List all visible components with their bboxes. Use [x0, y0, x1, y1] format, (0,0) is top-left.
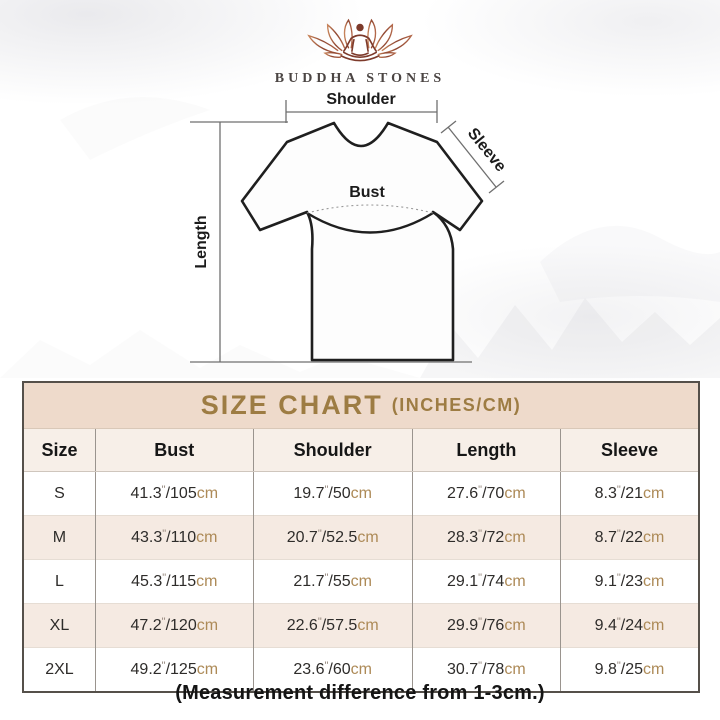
table-body: S 41.3"/105cm 19.7"/50cm 27.6"/70cm 8.3"/21c… — [24, 471, 698, 691]
length-measurement-cell: 30.7"/78cm — [411, 647, 561, 691]
table-row: S 41.3"/105cm 19.7"/50cm 27.6"/70cm 8.3"/21c… — [24, 471, 698, 516]
size-table: Size Bust Shoulder Length Sleeve S 41.3"/105c… — [24, 429, 698, 691]
shirt-measurement-diagram: Shoulder Bust Length Sleeve — [180, 88, 520, 380]
tshirt-outline — [240, 121, 484, 362]
column-header-bust: Bust — [94, 429, 254, 472]
bust-measurement-cell: 45.3"/115cm — [94, 559, 254, 604]
lotus-logo-icon — [307, 18, 413, 62]
column-header-length: Length — [411, 429, 561, 472]
shoulder-measurement-cell: 22.6"/57.5cm — [252, 603, 413, 648]
size-chart-title: SIZE CHART (INCHES/CM) — [24, 383, 698, 429]
size-chart-title-units: (INCHES/CM) — [391, 395, 522, 415]
bust-measurement-cell: 41.3"/105cm — [94, 471, 254, 516]
sleeve-measurement-cell: 9.1"/23cm — [559, 559, 698, 604]
length-measurement-cell: 29.9"/76cm — [411, 603, 561, 648]
length-measurement-cell: 28.3"/72cm — [411, 515, 561, 560]
length-measurement-cell: 27.6"/70cm — [411, 471, 561, 516]
table-row: M 43.3"/110cm 20.7"/52.5cm 28.3"/72cm 8.7"/2… — [24, 515, 698, 560]
bust-measurement-cell: 49.2"/125cm — [94, 647, 254, 691]
size-chart: SIZE CHART (INCHES/CM) Size Bust Shoulder L… — [22, 381, 700, 693]
size-cell: L — [24, 559, 96, 604]
table-row: XL 47.2"/120cm 22.6"/57.5cm 29.9"/76cm 9.4"/… — [24, 603, 698, 648]
sleeve-label: Sleeve — [464, 125, 509, 175]
table-row: 2XL 49.2"/125cm 23.6"/60cm 30.7"/78cm 9.8"/2… — [24, 647, 698, 691]
table-header-row: Size Bust Shoulder Length Sleeve — [24, 429, 698, 472]
measurement-note: (Measurement difference from 1-3cm.) — [175, 682, 545, 704]
column-header-shoulder: Shoulder — [252, 429, 413, 472]
size-cell: M — [24, 515, 96, 560]
length-measurement-cell: 29.1"/74cm — [411, 559, 561, 604]
size-cell: S — [54, 484, 65, 502]
size-chart-title-main: SIZE CHART — [200, 390, 383, 420]
column-header-size: Size — [24, 429, 96, 472]
bust-line-solid — [306, 211, 434, 234]
brand-logo: BUDDHA STONES — [0, 14, 720, 87]
size-cell: 2XL — [24, 647, 96, 691]
sleeve-measurement-cell: 8.3"/21cm — [559, 471, 698, 516]
bust-label: Bust — [349, 184, 385, 201]
column-header-sleeve: Sleeve — [559, 429, 698, 472]
bust-measurement-cell: 43.3"/110cm — [94, 515, 254, 560]
shoulder-label: Shoulder — [326, 91, 395, 108]
shirt-diagram-svg: Shoulder Bust Length Sleeve — [190, 91, 509, 363]
bust-measurement-cell: 47.2"/120cm — [94, 603, 254, 648]
sleeve-measurement-cell: 8.7"/22cm — [559, 515, 698, 560]
shoulder-measurement-cell: 19.7"/50cm — [252, 471, 413, 516]
measurement-guides — [190, 100, 505, 363]
length-label: Length — [193, 215, 210, 268]
sleeve-measurement-cell: 9.4"/24cm — [559, 603, 698, 648]
shoulder-measurement-cell: 23.6"/60cm — [252, 647, 413, 691]
meditating-figure-icon — [340, 23, 380, 62]
brand-name: BUDDHA STONES — [274, 71, 446, 86]
shoulder-measurement-cell: 21.7"/55cm — [252, 559, 413, 604]
table-row: L 45.3"/115cm 21.7"/55cm 29.1"/74cm 9.1"/23c… — [24, 559, 698, 604]
shoulder-measurement-cell: 20.7"/52.5cm — [252, 515, 413, 560]
size-cell: XL — [24, 603, 96, 648]
sleeve-measurement-cell: 9.8"/25cm — [559, 647, 698, 691]
